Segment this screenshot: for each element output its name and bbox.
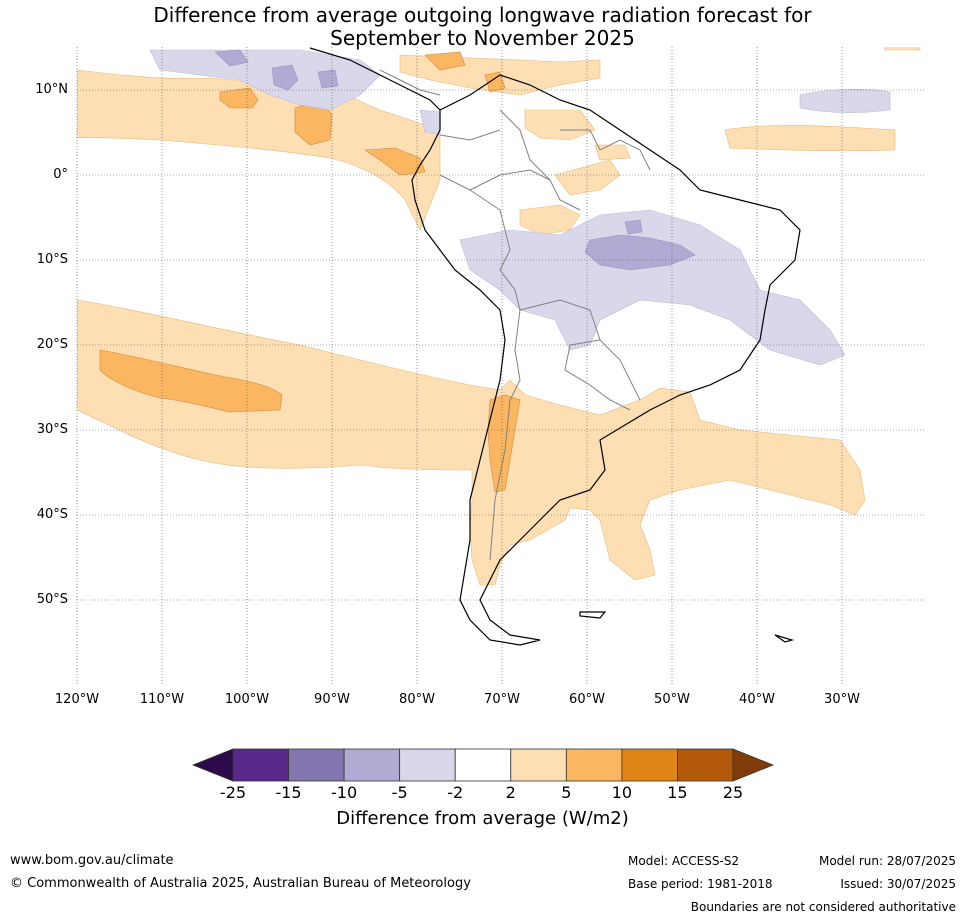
lon-label: 120°W xyxy=(54,692,100,707)
colorbar-extend-max xyxy=(732,748,775,782)
lat-label: 20°S xyxy=(36,337,68,352)
disclaimer-text: Boundaries are not considered authoritat… xyxy=(690,900,956,914)
colorbar-tick-label: -2 xyxy=(447,783,464,802)
colorbar-segment xyxy=(510,748,567,782)
lon-label: 60°W xyxy=(569,692,605,707)
lon-label: 90°W xyxy=(314,692,350,707)
lat-label: 40°S xyxy=(36,507,68,522)
positive-anomaly-light xyxy=(77,47,921,586)
colorbar-segment xyxy=(621,748,678,782)
model-run-label: Model run: 28/07/2025 xyxy=(818,854,956,868)
negative-anomaly-light xyxy=(149,49,891,366)
lon-label: 100°W xyxy=(224,692,270,707)
colorbar-segment xyxy=(454,748,512,782)
colorbar-tick-label: -5 xyxy=(391,783,408,802)
lon-label: 50°W xyxy=(654,692,690,707)
model-label: Model: ACCESS-S2 xyxy=(628,854,740,868)
positive-anomaly-medium xyxy=(99,51,521,493)
lat-label: 30°S xyxy=(36,422,68,437)
colorbar-tick-label: -25 xyxy=(219,783,247,802)
website-link[interactable]: www.bom.gov.au/climate xyxy=(10,853,174,868)
colorbar xyxy=(191,748,775,782)
lat-label: 0° xyxy=(53,167,68,182)
colorbar-extend-min xyxy=(191,748,234,782)
lon-label: 70°W xyxy=(484,692,520,707)
colorbar-segment xyxy=(677,748,734,782)
lon-label: 110°W xyxy=(139,692,185,707)
negative-anomaly-medium xyxy=(214,49,696,271)
colorbar-tick-label: -10 xyxy=(331,783,358,802)
anomaly-map xyxy=(76,47,926,685)
colorbar-segment xyxy=(399,748,456,782)
lon-label: 40°W xyxy=(739,692,775,707)
copyright-text: © Commonwealth of Australia 2025, Austra… xyxy=(10,876,471,891)
lat-label: 50°S xyxy=(36,592,68,607)
colorbar-tick-label: 25 xyxy=(722,783,744,802)
colorbar-segment xyxy=(232,748,289,782)
colorbar-tick-label: 10 xyxy=(611,783,633,802)
colorbar-tick-label: 5 xyxy=(561,783,572,802)
colorbar-tick-label: 2 xyxy=(505,783,516,802)
colorbar-segment xyxy=(288,748,345,782)
lat-label: 10°N xyxy=(35,82,68,97)
colorbar-segment xyxy=(565,748,623,782)
colorbar-title: Difference from average (W/m2) xyxy=(336,808,629,829)
colorbar-tick-label: -15 xyxy=(275,783,302,802)
lat-label: 10°S xyxy=(36,252,68,267)
issued-label: Issued: 30/07/2025 xyxy=(840,877,956,891)
lon-label: 30°W xyxy=(824,692,860,707)
colorbar-tick-label: 15 xyxy=(667,783,688,802)
coastlines xyxy=(309,47,801,646)
lon-label: 80°W xyxy=(399,692,435,707)
graticule xyxy=(76,47,926,685)
base-period-label: Base period: 1981-2018 xyxy=(628,877,773,891)
country-borders xyxy=(379,69,651,561)
colorbar-segment xyxy=(343,748,401,782)
map-title: Difference from average outgoing longwav… xyxy=(153,3,812,50)
